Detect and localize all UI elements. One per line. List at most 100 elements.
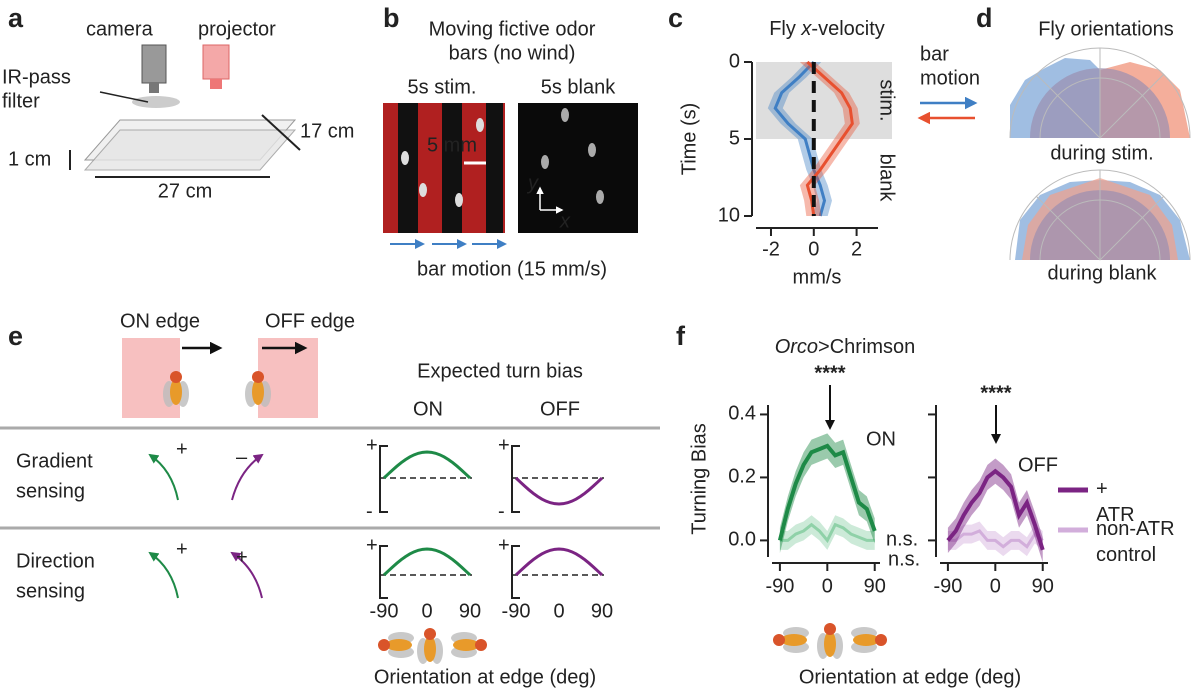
- sign: +: [236, 546, 248, 568]
- label: Expected turn bias: [417, 360, 583, 382]
- legend-line: non-ATR: [1096, 518, 1175, 540]
- label: camera: [86, 18, 154, 40]
- label: ON: [413, 398, 443, 420]
- fly-icon: [817, 623, 843, 659]
- label: bar motion (15 mm/s): [417, 258, 607, 280]
- fly-icon: [773, 627, 809, 653]
- x-tick-label: -90: [933, 575, 962, 597]
- panel-letter: f: [676, 321, 686, 351]
- tick-label: 0: [421, 600, 432, 622]
- error-band: [947, 521, 1043, 557]
- legend-line: ATR: [1096, 504, 1135, 526]
- body: [170, 379, 182, 405]
- mini-axis: [379, 545, 388, 599]
- legend-line: +: [1096, 478, 1108, 500]
- tick-label: -90: [502, 600, 531, 622]
- legend-title: motion: [920, 67, 980, 89]
- x-tick-label: 90: [1032, 575, 1054, 597]
- mini-axis: [511, 545, 520, 599]
- row-label: sensing: [16, 480, 85, 502]
- axis-sign: +: [498, 434, 510, 456]
- schematic-curve: [514, 476, 604, 506]
- legend-label: + ATR: [1096, 478, 1135, 526]
- axis-sign: -: [498, 500, 505, 522]
- y-tick-label: 0.4: [728, 403, 756, 425]
- tick-label: -90: [370, 600, 399, 622]
- label: 1 cm: [8, 148, 51, 170]
- legend-title: bar: [920, 43, 949, 65]
- head: [875, 634, 887, 646]
- ns-label: n.s.: [888, 548, 920, 570]
- x-tick-label: 90: [864, 575, 886, 597]
- fly-icon: [245, 371, 271, 407]
- axis-title: Orientation at edge (deg): [799, 666, 1021, 688]
- head: [424, 628, 436, 640]
- sign: –: [236, 446, 248, 468]
- head: [252, 371, 264, 383]
- y-tick-label: 0: [729, 50, 740, 72]
- panel-letter: a: [8, 3, 24, 33]
- x-tick-label: -90: [765, 575, 794, 597]
- series-label: ON: [866, 428, 896, 450]
- body: [453, 639, 479, 651]
- title-part: x: [800, 18, 812, 40]
- sign: +: [176, 438, 188, 460]
- label: x: [559, 210, 571, 232]
- y-tick-label: 5: [729, 127, 740, 149]
- series-line: [947, 529, 1044, 549]
- head: [378, 639, 390, 651]
- title: Fly orientations: [1038, 18, 1174, 40]
- title-part: Orco: [775, 336, 818, 358]
- label: IR-pass: [2, 66, 71, 88]
- label: 5s blank: [541, 76, 616, 98]
- span-label: stim.: [876, 79, 898, 121]
- label: during stim.: [1050, 142, 1153, 164]
- label: ON edge: [120, 310, 200, 332]
- label: 5 mm: [427, 134, 477, 156]
- polar-histograms: [1009, 47, 1191, 261]
- body: [386, 639, 412, 651]
- y-axis-title: Turning Bias: [688, 423, 710, 535]
- y-tick-label: 10: [718, 204, 740, 226]
- chart-title: Orco>Chrimson: [775, 336, 916, 358]
- tick-label: 0: [553, 600, 564, 622]
- row-label: Direction: [16, 550, 95, 572]
- stim-image: [383, 103, 505, 233]
- legend-line: control: [1096, 544, 1156, 566]
- fly-icon: [378, 632, 414, 658]
- schematic-curve: [514, 547, 604, 577]
- title-part: -velocity: [811, 18, 884, 40]
- axis-sign: +: [366, 534, 378, 556]
- y-axis-title: Time (s): [678, 103, 700, 176]
- label: projector: [198, 18, 276, 40]
- blank-image: [518, 103, 638, 233]
- span-label: blank: [876, 154, 898, 203]
- y-tick-label: 0.0: [728, 529, 756, 551]
- label: 17 cm: [300, 120, 354, 142]
- error-band: [779, 515, 875, 550]
- head: [824, 623, 836, 635]
- label: OFF edge: [265, 310, 355, 332]
- label: filter: [2, 90, 40, 112]
- setup-drawing: [69, 44, 301, 178]
- axis-sign: -: [366, 500, 373, 522]
- ns-label: n.s.: [886, 528, 918, 550]
- panel-letter: e: [8, 321, 23, 351]
- series-line: [779, 522, 875, 544]
- row-label: Gradient: [16, 450, 93, 472]
- schematic-curve: [382, 450, 472, 480]
- sign: +: [176, 538, 188, 560]
- series-label: OFF: [1018, 454, 1058, 476]
- panel-letter: c: [668, 3, 683, 33]
- label: 5s stim.: [408, 76, 477, 98]
- fly-icon: [851, 627, 887, 653]
- stars: ****: [814, 362, 845, 384]
- fly-icon: [163, 371, 189, 407]
- fly-icon: [417, 628, 443, 664]
- fly-icon: [451, 632, 487, 658]
- mini-axis: [379, 445, 388, 513]
- schematic-curve: [382, 547, 472, 577]
